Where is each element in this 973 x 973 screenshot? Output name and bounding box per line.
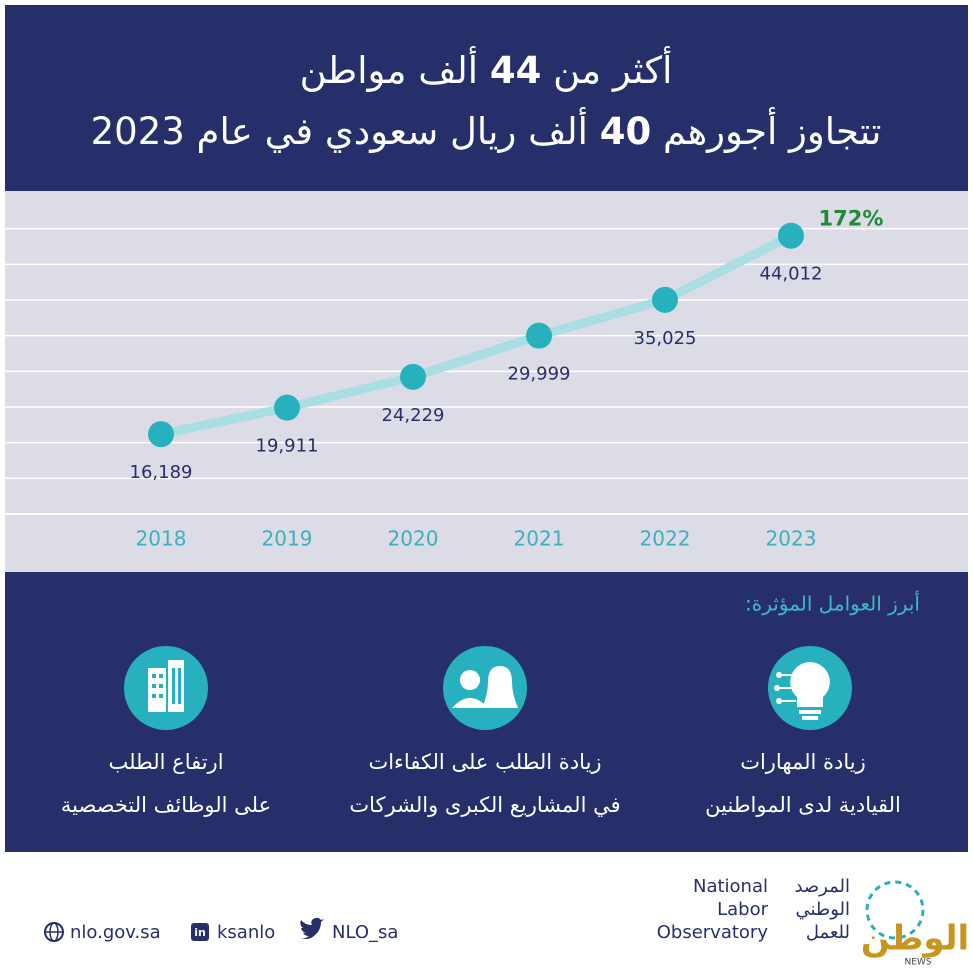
icon-skills bbox=[768, 646, 852, 730]
icon-buildings bbox=[124, 646, 208, 730]
title-line-2: تتجاوز أجورهم 40 ألف ريال سعودي في عام 2… bbox=[91, 107, 882, 153]
growth-annotation: 172% bbox=[819, 207, 884, 231]
value-label: 16,189 bbox=[130, 462, 193, 483]
chart-panel bbox=[5, 191, 968, 572]
icon-people bbox=[443, 646, 527, 730]
twitter-link[interactable]: NLO_sa bbox=[332, 922, 398, 943]
value-label: 29,999 bbox=[508, 364, 571, 385]
org-logo: National Labor Observatory المرصد الوطني… bbox=[657, 876, 925, 943]
series-line bbox=[156, 231, 796, 439]
x-tick-label: 2019 bbox=[262, 527, 313, 551]
line-chart: 2018 2019 2020 2021 2022 2023 16,189 19,911 24,2… bbox=[5, 207, 968, 551]
logo-ring bbox=[865, 880, 925, 940]
title-number: 40 bbox=[600, 110, 652, 153]
value-label: 19,911 bbox=[256, 436, 319, 457]
org-name-en: Labor bbox=[717, 899, 768, 920]
title-number: 44 bbox=[490, 49, 542, 92]
header-panel bbox=[5, 5, 968, 191]
linkedin-glyph: in bbox=[194, 926, 206, 939]
data-point bbox=[778, 222, 804, 249]
watermark-sub: NEWS bbox=[904, 958, 931, 968]
footer-links: nlo.gov.sa in ksanlo NLO_sa bbox=[44, 917, 398, 943]
factor-text: في المشاريع الكبرى والشركات bbox=[349, 793, 620, 817]
org-name-ar: المرصد bbox=[794, 876, 850, 897]
title-part: ألف مواطن bbox=[300, 46, 478, 92]
org-name-en: Observatory bbox=[657, 922, 769, 943]
title-line-1: أكثر من 44 ألف مواطن bbox=[300, 46, 673, 92]
linkedin-icon bbox=[191, 923, 209, 941]
data-point bbox=[148, 421, 174, 448]
value-label: 44,012 bbox=[760, 264, 823, 285]
factor-text: على الوظائف التخصصية bbox=[61, 793, 271, 817]
linkedin-link[interactable]: ksanlo bbox=[217, 922, 275, 943]
x-tick-label: 2021 bbox=[514, 527, 565, 551]
x-tick-label: 2022 bbox=[640, 527, 691, 551]
title-part: تتجاوز أجورهم bbox=[663, 107, 881, 153]
value-label: 24,229 bbox=[382, 405, 445, 426]
data-point bbox=[652, 286, 678, 313]
x-tick-label: 2023 bbox=[766, 527, 817, 551]
x-tick-label: 2020 bbox=[388, 527, 439, 551]
org-name-en: National bbox=[693, 876, 768, 897]
factor-text: القيادية لدى المواطنين bbox=[705, 793, 901, 817]
watermark: الوطن NEWS bbox=[861, 919, 969, 968]
twitter-icon bbox=[300, 917, 324, 939]
factors-heading: أبرز العوامل المؤثرة: bbox=[745, 591, 920, 616]
x-tick-label: 2018 bbox=[136, 527, 187, 551]
data-point bbox=[400, 363, 426, 390]
factor-text: زيادة الطلب على الكفاءات bbox=[368, 750, 601, 774]
watermark-text: الوطن bbox=[861, 919, 969, 959]
data-point bbox=[526, 322, 552, 349]
org-name-ar: الوطني bbox=[795, 899, 850, 920]
value-label: 35,025 bbox=[634, 328, 697, 349]
title-part: ألف ريال سعودي في عام 2023 bbox=[91, 107, 588, 153]
title-part: أكثر من bbox=[553, 46, 672, 92]
org-name-ar: للعمل bbox=[806, 922, 850, 943]
data-point bbox=[274, 394, 300, 421]
factor-text: ارتفاع الطلب bbox=[108, 750, 223, 774]
website-link[interactable]: nlo.gov.sa bbox=[70, 922, 161, 943]
factor-text: زيادة المهارات bbox=[740, 750, 866, 774]
